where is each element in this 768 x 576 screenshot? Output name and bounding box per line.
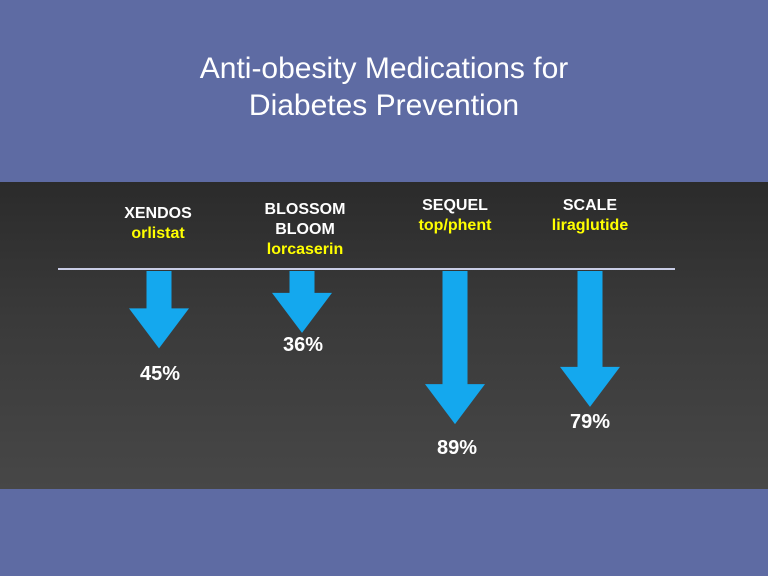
study-label-blossom-bloom: BLOSSOM BLOOM lorcaserin	[245, 200, 365, 260]
chart-baseline	[58, 268, 675, 270]
value-label-xendos: 45%	[139, 363, 181, 385]
study-name: XENDOS	[124, 205, 192, 222]
value-label-blossom-bloom: 36%	[282, 334, 324, 356]
value-label-sequel: 89%	[436, 437, 478, 459]
title-line-1: Anti-obesity Medications for	[199, 52, 569, 85]
value-label-scale: 79%	[569, 411, 611, 433]
study-name: BLOSSOM BLOOM	[264, 201, 346, 238]
study-label-xendos: XENDOS orlistat	[108, 204, 208, 244]
arrow-sequel	[425, 271, 485, 425]
study-label-scale: SCALE liraglutide	[535, 196, 645, 236]
drug-name: lorcaserin	[266, 241, 344, 258]
arrow-scale	[560, 271, 620, 407]
study-name: SCALE	[562, 197, 618, 214]
study-name: SEQUEL	[422, 197, 488, 214]
drug-name: top/phent	[418, 217, 492, 234]
chart-panel	[0, 182, 768, 489]
drug-name: orlistat	[131, 225, 185, 242]
study-label-sequel: SEQUEL top/phent	[400, 196, 510, 236]
slide-title: Anti-obesity Medications for Diabetes Pr…	[0, 50, 768, 124]
drug-name: liraglutide	[551, 217, 629, 234]
arrow-xendos	[129, 271, 189, 349]
title-line-2: Diabetes Prevention	[248, 89, 520, 122]
arrow-blossom-bloom	[272, 271, 332, 333]
